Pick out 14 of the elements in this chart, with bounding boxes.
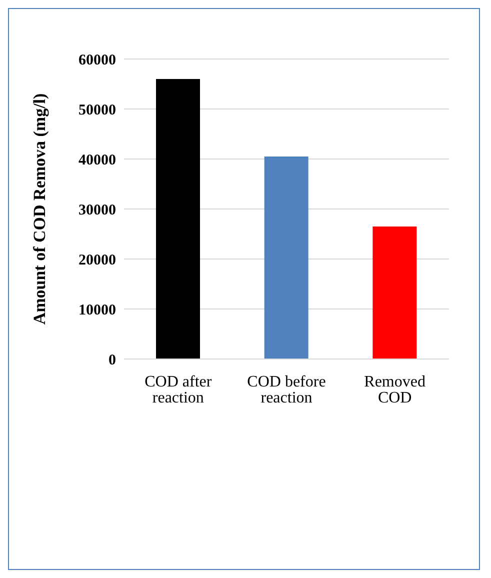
x-tick-label: COD after reaction — [144, 373, 212, 406]
y-tick-label: 30000 — [78, 202, 116, 218]
y-tick-label: 20000 — [78, 252, 116, 268]
bar — [372, 226, 417, 359]
y-axis-title: Amount of COD Remova (mg/l) — [30, 93, 50, 325]
x-tick-label: Removed COD — [364, 373, 426, 406]
bar — [156, 79, 200, 359]
bar — [264, 156, 308, 359]
y-tick-label: 40000 — [78, 152, 116, 168]
x-tick-label: COD before reaction — [247, 373, 326, 406]
y-tick-label: 0 — [108, 352, 116, 368]
y-tick-label: 10000 — [78, 302, 116, 318]
y-tick-label: 60000 — [78, 52, 116, 68]
y-tick-label: 50000 — [78, 102, 116, 118]
